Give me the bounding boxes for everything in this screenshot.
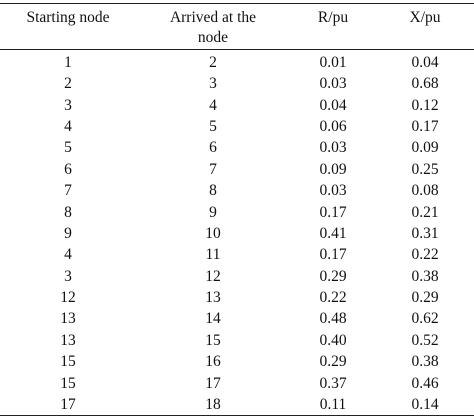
header-cell: Arrived at the node <box>136 3 290 50</box>
table-cell: 2 <box>209 54 217 71</box>
table-cell: 0.40 <box>319 331 347 349</box>
table-row: 6 7 0.09 0.25 <box>0 159 474 180</box>
table-cell: 0.03 <box>319 139 347 157</box>
table-row: 8 9 0.17 0.21 <box>0 201 474 222</box>
table-row: 15 17 0.37 0.46 <box>0 372 474 393</box>
table-cell: 0.17 <box>319 203 347 221</box>
table-row: 7 8 0.03 0.08 <box>0 180 474 201</box>
table-cell: 0.21 <box>411 203 439 221</box>
table-row: 4 11 0.17 0.22 <box>0 244 474 265</box>
table-cell: 0.11 <box>290 393 376 416</box>
table-cell: 0.52 <box>411 331 439 349</box>
table-cell: 0.29 <box>319 267 347 285</box>
table-row: 4 5 0.06 0.17 <box>0 116 474 137</box>
table-cell: 0.22 <box>411 246 439 264</box>
table-cell: 10 <box>205 224 221 242</box>
table-cell: 17 <box>0 393 136 416</box>
table-cell: 0.37 <box>319 374 347 392</box>
table-cell: 15 <box>205 331 221 349</box>
table-cell: 0.62 <box>411 310 439 328</box>
table-cell: 0.46 <box>411 374 439 392</box>
table-cell: 4 <box>64 246 72 264</box>
table-cell: 0.12 <box>411 96 439 114</box>
table-row: 13 15 0.40 0.52 <box>0 330 474 351</box>
table-cell: 0.14 <box>376 393 474 416</box>
table-cell: 4 <box>209 96 217 114</box>
table-cell: 1 <box>64 54 72 71</box>
table-cell: 18 <box>136 393 290 416</box>
table-cell: 0.68 <box>411 75 439 93</box>
table-cell: 0.17 <box>411 117 439 135</box>
table-cell: 4 <box>64 117 72 135</box>
table-cell: 0.41 <box>319 224 347 242</box>
table-row: 2 3 0.03 0.68 <box>0 73 474 94</box>
table-cell: 6 <box>209 139 217 157</box>
table-cell: 3 <box>64 267 72 285</box>
table-row: 5 6 0.03 0.09 <box>0 137 474 158</box>
table-cell: 12 <box>60 289 76 307</box>
table-cell: 0.29 <box>319 353 347 371</box>
table-cell: 0.01 <box>319 54 347 71</box>
table-row: 17 18 0.11 0.14 <box>0 393 474 416</box>
table-cell: 15 <box>60 353 76 371</box>
table-cell: 0.38 <box>411 353 439 371</box>
table-cell: 0.25 <box>411 160 439 178</box>
table-cell: 11 <box>205 246 221 264</box>
table-row: 12 13 0.22 0.29 <box>0 287 474 308</box>
table-cell: 0.04 <box>319 96 347 114</box>
table-cell: 13 <box>205 289 221 307</box>
table-cell: 9 <box>64 224 72 242</box>
table-cell: 14 <box>205 310 221 328</box>
header-cell: Starting node <box>0 3 136 50</box>
table-cell: 8 <box>64 203 72 221</box>
table-cell: 13 <box>60 310 76 328</box>
table-cell: 3 <box>64 96 72 114</box>
table-row: 1 2 0.01 0.04 <box>0 50 474 74</box>
table-cell: 0.38 <box>411 267 439 285</box>
table-container: Starting node Arrived at the node R/pu X… <box>0 3 474 416</box>
table-cell: 9 <box>209 203 217 221</box>
table-cell: 17 <box>205 374 221 392</box>
table-cell: 0.29 <box>411 289 439 307</box>
table-cell: 7 <box>209 160 217 178</box>
table-cell: 12 <box>205 267 221 285</box>
table-cell: 0.31 <box>411 224 439 242</box>
table-row: 3 12 0.29 0.38 <box>0 266 474 287</box>
table-cell: 0.48 <box>319 310 347 328</box>
table-cell: 0.09 <box>411 139 439 157</box>
header-cell: X/pu <box>376 3 474 50</box>
table-cell: 3 <box>209 75 217 93</box>
table-cell: 15 <box>60 374 76 392</box>
table-cell: 7 <box>64 182 72 200</box>
table-cell: 0.03 <box>319 75 347 93</box>
table-cell: 0.22 <box>319 289 347 307</box>
table-cell: 0.04 <box>411 54 439 71</box>
table-cell: 16 <box>205 353 221 371</box>
table-body: 1 2 0.01 0.04 2 3 0.03 0.68 3 4 0.04 0.12 4 5 0.06 0.17… <box>0 50 474 416</box>
table-cell: 6 <box>64 160 72 178</box>
table-cell: 0.06 <box>319 117 347 135</box>
table-row: 13 14 0.48 0.62 <box>0 308 474 329</box>
table-row: 15 16 0.29 0.38 <box>0 351 474 372</box>
table-row: 3 4 0.04 0.12 <box>0 94 474 115</box>
table-cell: 0.09 <box>319 160 347 178</box>
table-cell: 5 <box>64 139 72 157</box>
table-cell: 0.08 <box>411 182 439 200</box>
table-cell: 2 <box>64 75 72 93</box>
table-cell: 0.03 <box>319 182 347 200</box>
data-table: Starting node Arrived at the node R/pu X… <box>0 3 474 416</box>
header-cell: R/pu <box>290 3 376 50</box>
table-cell: 13 <box>60 331 76 349</box>
header-row: Starting node Arrived at the node R/pu X… <box>0 3 474 50</box>
table-header: Starting node Arrived at the node R/pu X… <box>0 3 474 50</box>
table-cell: 0.17 <box>319 246 347 264</box>
table-cell: 8 <box>209 182 217 200</box>
table-row: 9 10 0.41 0.31 <box>0 223 474 244</box>
table-cell: 5 <box>209 117 217 135</box>
